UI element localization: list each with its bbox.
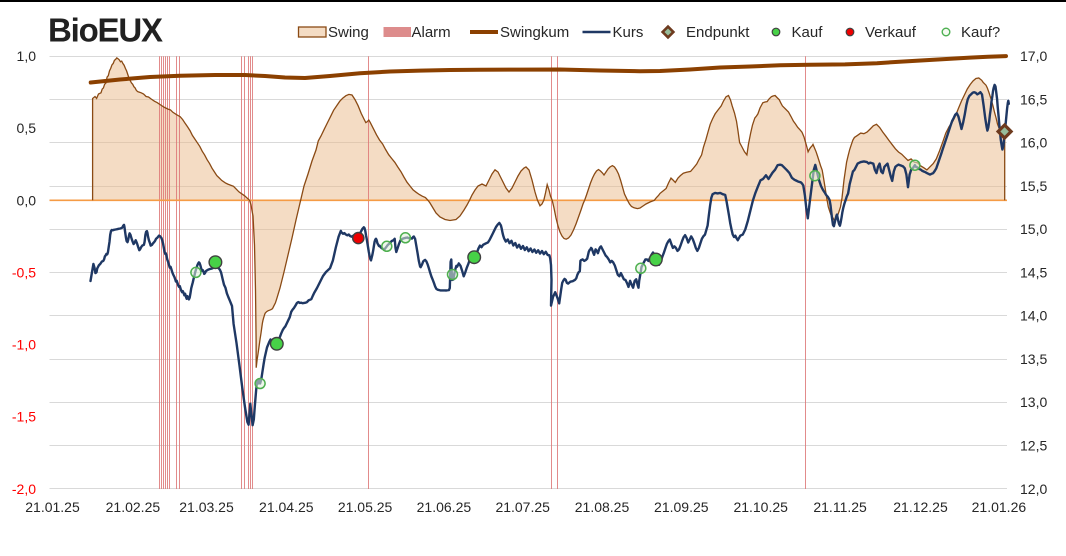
svg-text:0,5: 0,5 (17, 120, 37, 136)
svg-text:21.02.25: 21.02.25 (106, 499, 161, 515)
svg-text:Verkauf: Verkauf (865, 24, 917, 41)
svg-text:14,5: 14,5 (1020, 264, 1047, 280)
svg-text:Kurs: Kurs (613, 24, 644, 41)
svg-text:21.06.25: 21.06.25 (417, 499, 472, 515)
svg-text:21.10.25: 21.10.25 (733, 499, 788, 515)
svg-text:21.08.25: 21.08.25 (575, 499, 630, 515)
svg-text:1,0: 1,0 (17, 48, 37, 64)
svg-text:Kauf?: Kauf? (961, 24, 1000, 41)
svg-text:17,0: 17,0 (1020, 48, 1047, 64)
svg-text:13,0: 13,0 (1020, 394, 1047, 410)
svg-text:16,0: 16,0 (1020, 135, 1047, 151)
svg-text:Swing: Swing (328, 24, 369, 41)
svg-text:21.11.25: 21.11.25 (813, 499, 867, 515)
svg-text:21.07.25: 21.07.25 (495, 499, 550, 515)
svg-text:-0,5: -0,5 (12, 264, 36, 280)
svg-text:BioEUX: BioEUX (48, 12, 163, 49)
svg-text:Kauf: Kauf (792, 24, 824, 41)
svg-text:0,0: 0,0 (17, 192, 37, 208)
svg-text:15,5: 15,5 (1020, 178, 1047, 194)
svg-text:13,5: 13,5 (1020, 351, 1047, 367)
svg-text:Endpunkt: Endpunkt (686, 24, 750, 41)
svg-text:21.09.25: 21.09.25 (654, 499, 709, 515)
svg-text:21.12.25: 21.12.25 (893, 499, 948, 515)
svg-text:21.05.25: 21.05.25 (338, 499, 393, 515)
svg-text:21.03.25: 21.03.25 (179, 499, 234, 515)
svg-text:12,5: 12,5 (1020, 438, 1047, 454)
svg-text:21.04.25: 21.04.25 (259, 499, 314, 515)
svg-text:21.01.25: 21.01.25 (25, 499, 80, 515)
svg-text:21.01.26: 21.01.26 (972, 499, 1027, 515)
svg-text:12,0: 12,0 (1020, 481, 1047, 497)
svg-text:Swingkum: Swingkum (500, 24, 569, 41)
svg-text:-1,0: -1,0 (12, 337, 36, 353)
svg-text:16,5: 16,5 (1020, 91, 1047, 107)
svg-text:15,0: 15,0 (1020, 221, 1047, 237)
svg-text:-1,5: -1,5 (12, 409, 36, 425)
svg-text:Alarm: Alarm (412, 24, 451, 41)
svg-text:-2,0: -2,0 (12, 481, 36, 497)
svg-text:14,0: 14,0 (1020, 308, 1047, 324)
